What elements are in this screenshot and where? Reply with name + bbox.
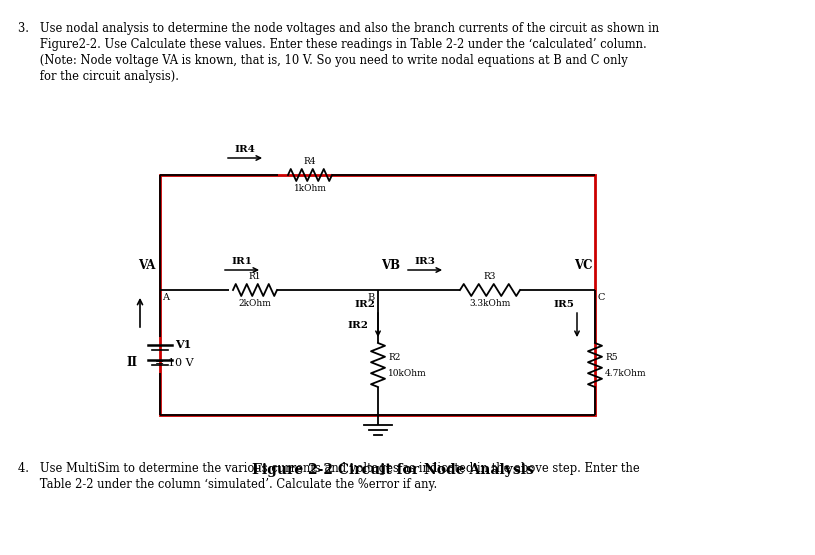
- Text: IR1: IR1: [231, 257, 253, 266]
- Text: V1: V1: [175, 340, 192, 351]
- Text: 4.   Use MultiSim to determine the various currents and voltages as indicated in: 4. Use MultiSim to determine the various…: [18, 462, 640, 475]
- Text: 10kOhm: 10kOhm: [388, 369, 427, 377]
- Text: 4.7kOhm: 4.7kOhm: [605, 369, 646, 377]
- Text: Figure 2-2 Circuit for Node Analysis: Figure 2-2 Circuit for Node Analysis: [252, 463, 534, 477]
- Text: VB: VB: [381, 259, 400, 272]
- Text: R2: R2: [388, 352, 400, 361]
- Text: Table 2-2 under the column ‘simulated’. Calculate the %error if any.: Table 2-2 under the column ‘simulated’. …: [18, 478, 438, 491]
- Text: C: C: [598, 293, 606, 302]
- Text: R1: R1: [249, 272, 262, 281]
- Text: for the circuit analysis).: for the circuit analysis).: [18, 70, 179, 83]
- Text: 3.3kOhm: 3.3kOhm: [469, 299, 511, 308]
- Text: R4: R4: [304, 157, 316, 166]
- Text: II: II: [126, 356, 138, 370]
- Text: B: B: [368, 293, 375, 302]
- Text: IR5: IR5: [553, 300, 574, 309]
- Text: 1kOhm: 1kOhm: [293, 184, 327, 193]
- Text: IR3: IR3: [415, 257, 435, 266]
- Text: R5: R5: [605, 352, 618, 361]
- Text: 3.   Use nodal analysis to determine the node voltages and also the branch curre: 3. Use nodal analysis to determine the n…: [18, 22, 659, 35]
- Text: IR2: IR2: [347, 320, 368, 330]
- Text: IR4: IR4: [235, 145, 255, 154]
- Text: VA: VA: [138, 259, 155, 272]
- Text: Figure2-2. Use Calculate these values. Enter these readings in Table 2-2 under t: Figure2-2. Use Calculate these values. E…: [18, 38, 647, 51]
- Bar: [160, 175, 595, 415]
- Text: VC: VC: [575, 259, 593, 272]
- Text: A: A: [162, 293, 169, 302]
- Text: 2kOhm: 2kOhm: [239, 299, 271, 308]
- Text: = 10 V: = 10 V: [155, 358, 194, 368]
- Text: R3: R3: [484, 272, 496, 281]
- Text: (Note: Node voltage VA is known, that is, 10 V. So you need to write nodal equat: (Note: Node voltage VA is known, that is…: [18, 54, 628, 67]
- Text: IR2: IR2: [354, 300, 375, 309]
